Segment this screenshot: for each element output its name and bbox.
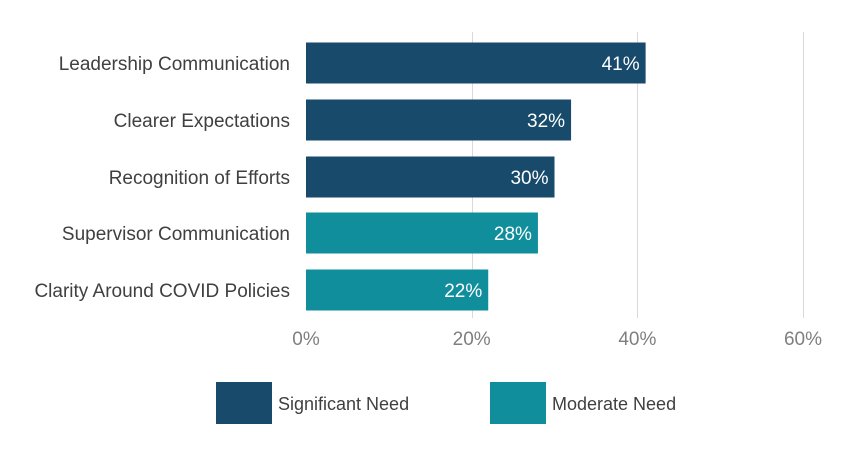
category-label: Clarity Around COVID Policies [34, 281, 290, 302]
legend-swatch [216, 382, 272, 424]
category-label: Recognition of Efforts [109, 168, 290, 189]
category-label: Clearer Expectations [114, 111, 290, 132]
data-label: 30% [510, 168, 548, 189]
bars [306, 42, 646, 311]
bar-4 [306, 212, 538, 254]
legend: Significant Need Moderate Need [216, 382, 676, 424]
bar-1 [306, 42, 646, 84]
x-tick-label: 60% [784, 329, 822, 350]
category-label: Supervisor Communication [62, 224, 290, 245]
bar-5 [306, 269, 489, 311]
data-label: 41% [602, 54, 640, 75]
data-label: 22% [444, 281, 482, 302]
category-label: Leadership Communication [59, 54, 290, 75]
x-tick-label: 0% [292, 329, 320, 350]
x-tick-label: 40% [618, 329, 656, 350]
legend-label: Significant Need [278, 394, 409, 414]
x-axis-tick-labels: 0% 20% 40% 60% [292, 329, 822, 350]
category-labels: Leadership Communication Clearer Expectat… [34, 54, 290, 302]
bar-3 [306, 156, 555, 198]
bar-2 [306, 99, 572, 141]
data-labels: 41% 32% 30% 28% 22% [444, 54, 640, 302]
data-label: 32% [527, 111, 565, 132]
legend-label: Moderate Need [552, 394, 676, 414]
legend-swatch [490, 382, 546, 424]
data-label: 28% [494, 224, 532, 245]
x-tick-label: 20% [453, 329, 491, 350]
